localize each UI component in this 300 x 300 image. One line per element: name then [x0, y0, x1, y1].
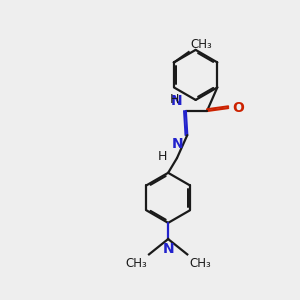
Text: CH₃: CH₃ [190, 38, 212, 51]
Text: H: H [158, 150, 168, 163]
Text: O: O [232, 101, 244, 115]
Text: CH₃: CH₃ [125, 257, 147, 270]
Text: CH₃: CH₃ [190, 257, 211, 270]
Text: N: N [172, 137, 184, 152]
Text: H: H [170, 93, 179, 106]
Text: N: N [162, 242, 174, 256]
Text: N: N [170, 94, 182, 108]
